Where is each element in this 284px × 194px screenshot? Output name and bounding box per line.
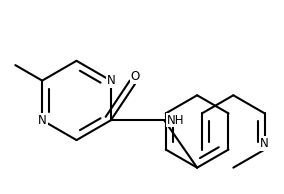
- Text: N: N: [106, 74, 115, 87]
- Text: N: N: [260, 137, 269, 150]
- Text: N: N: [38, 114, 47, 127]
- Text: NH: NH: [167, 114, 185, 127]
- Text: O: O: [130, 70, 140, 83]
